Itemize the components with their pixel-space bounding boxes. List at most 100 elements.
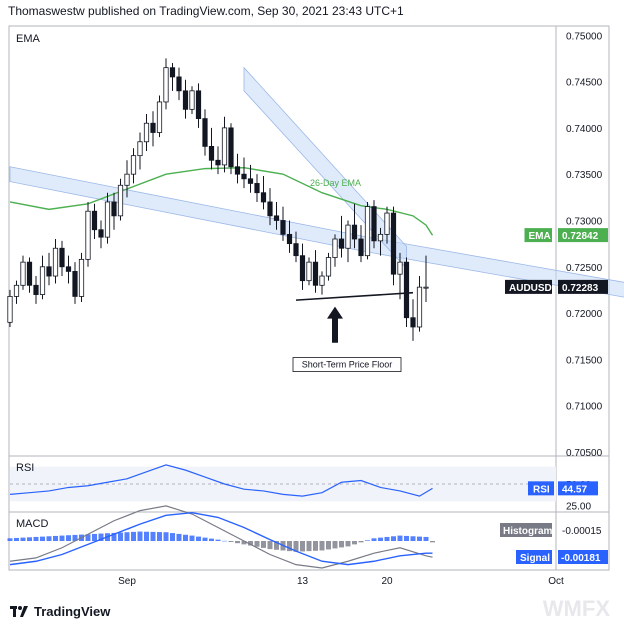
- badge-label-bg-0: [524, 228, 552, 243]
- rsi-tick-label: 25.00: [566, 502, 591, 513]
- candle-body-59: [390, 212, 397, 275]
- macd-pane-label: MACD: [16, 518, 48, 530]
- macd-line: [9, 505, 433, 569]
- badge-value-bg-0: [558, 228, 608, 243]
- candle-body-5: [39, 266, 46, 295]
- price-pane: Short-Term Price Floor 0.75000 0.74500 0.74…: [7, 31, 624, 459]
- candle-body-13: [91, 210, 98, 231]
- candle-body-16: [111, 201, 117, 217]
- candle-body-20: [137, 141, 143, 157]
- candle-body-2: [20, 261, 26, 286]
- candle-body-52: [345, 224, 351, 249]
- macd-histogram-bar: [235, 541, 240, 544]
- macd-histogram-bar: [261, 541, 266, 548]
- annotation-arrow: [327, 306, 343, 343]
- macd-histogram-bar: [176, 533, 182, 541]
- rsi-pane-label: RSI: [16, 462, 34, 474]
- macd-histogram-bar: [222, 540, 227, 542]
- candle-body-53: [351, 224, 358, 240]
- macd-histogram-bar: [267, 541, 273, 550]
- macd-histogram-bar: [306, 541, 312, 552]
- candle-body-39: [260, 192, 267, 203]
- candle-body-18: [124, 173, 130, 186]
- candle-body-55: [364, 206, 371, 257]
- macd-histogram-bar: [20, 537, 26, 541]
- macd-histogram-bar: [404, 535, 409, 541]
- macd-histogram-bar: [410, 536, 416, 541]
- macd-histogram-bar: [228, 541, 234, 543]
- signal-line: [9, 511, 433, 566]
- candle-body-0: [7, 296, 13, 323]
- macd-histogram-bar: [46, 536, 52, 541]
- macd-histogram-bar: [423, 536, 429, 541]
- price-tick-label: 0.71500: [566, 355, 603, 366]
- candle-body-17: [117, 184, 124, 217]
- candle-body-12: [85, 210, 91, 260]
- rsi-line: [9, 464, 433, 497]
- candle-body-25: [169, 67, 176, 78]
- macd-histogram-bar: [118, 532, 123, 541]
- ema-line: [9, 166, 434, 236]
- candle-body-1: [13, 284, 20, 297]
- badge-label-0: EMA: [529, 231, 551, 242]
- candle-body-28: [189, 90, 195, 110]
- macd-histogram-bar: [417, 536, 422, 541]
- price-tick-label: 0.73000: [566, 216, 603, 227]
- candle-body-10: [72, 271, 78, 297]
- candle-body-8: [59, 247, 65, 268]
- macd-histogram-bar: [274, 541, 279, 550]
- time-tick-label: Oct: [548, 576, 564, 587]
- candle-body-31: [208, 145, 215, 161]
- annotation-box: [292, 357, 402, 372]
- candle-body-29: [195, 90, 202, 120]
- price-pane-label: EMA: [16, 33, 41, 45]
- macd-histogram-bar: [365, 540, 370, 541]
- candle-body-7: [52, 247, 59, 277]
- macd-histogram-bar: [157, 532, 162, 541]
- macd-histogram-bar: [378, 537, 383, 541]
- macd-histogram-bar: [371, 538, 377, 541]
- macd-histogram-bar: [313, 541, 318, 551]
- macd-histogram-bar: [202, 537, 208, 541]
- candle-body-62: [410, 317, 416, 328]
- macd-histogram-bar: [300, 541, 305, 552]
- tradingview-footer[interactable]: TradingView: [10, 604, 110, 619]
- macd-histogram-bar: [111, 532, 117, 541]
- candle-body-48: [319, 275, 325, 286]
- rsi-badge-value-bg: [558, 481, 598, 496]
- macd-histogram-bar: [40, 536, 45, 541]
- candle-body-11: [78, 258, 85, 297]
- macd-histogram-bar: [196, 536, 201, 541]
- macd-histogram-bar: [430, 541, 435, 543]
- candle-body-57: [377, 233, 384, 242]
- price-tick-label: 0.71000: [566, 402, 603, 413]
- macd-histogram-bar: [326, 541, 331, 550]
- macd-histogram-bar: [59, 535, 65, 541]
- macd-histogram-bar: [144, 531, 149, 541]
- macd-histogram-bar: [345, 541, 351, 547]
- candle-body-51: [338, 238, 345, 249]
- badge-value-bg-1: [558, 279, 608, 294]
- candle-body-33: [221, 127, 228, 166]
- macd-histogram-bar: [124, 532, 130, 541]
- macd-histogram-bar: [332, 541, 338, 549]
- candle-body-42: [280, 220, 286, 235]
- time-tick-label: Sep: [118, 576, 136, 587]
- macd-histogram-bar: [241, 541, 247, 545]
- price-tick-label: 0.72000: [566, 309, 603, 320]
- candle-body-24: [163, 67, 169, 103]
- candle-body-45: [299, 255, 306, 282]
- candle-body-23: [156, 101, 163, 133]
- macd-histogram-bar: [189, 535, 195, 541]
- price-tick-label: 0.75000: [566, 31, 603, 42]
- annotation-label: Short-Term Price Floor: [302, 360, 393, 370]
- macd-histogram-bar: [287, 541, 292, 552]
- candle-body-56: [371, 206, 377, 242]
- candle-body-63: [416, 286, 423, 328]
- price-tick-label: 0.74500: [566, 78, 603, 89]
- macd-histogram-bar: [7, 538, 13, 541]
- candle-body-40: [267, 201, 273, 217]
- macd-histogram-bar: [170, 533, 175, 541]
- time-axis: Sep1320Oct11: [118, 576, 564, 587]
